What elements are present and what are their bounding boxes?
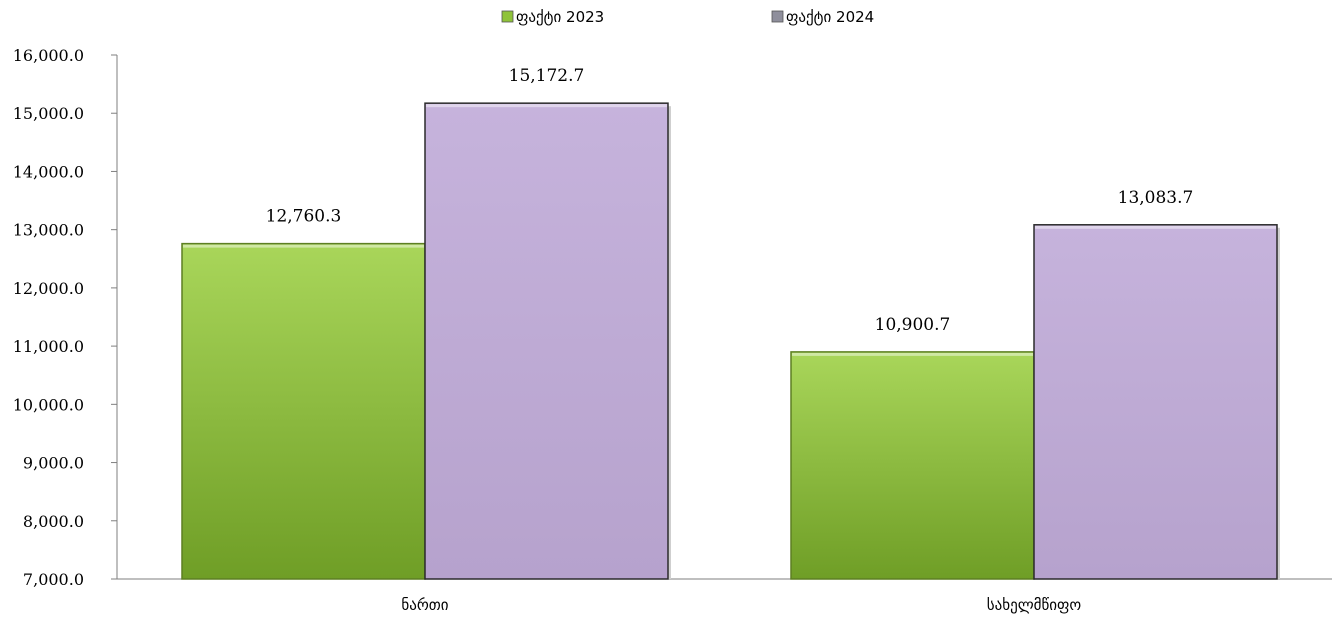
y-tick-label: 9,000.0 (23, 454, 84, 473)
data-label: 15,172.7 (509, 66, 585, 86)
category-label: ნართი (401, 596, 448, 614)
bar-2024-0 (424, 102, 669, 580)
bar-highlight (1035, 225, 1276, 229)
y-tick-label: 16,000.0 (13, 46, 84, 65)
bar-2024-1 (1033, 224, 1278, 580)
bar-highlight (792, 352, 1033, 356)
data-labels: 12,760.3 10,900.7 15,172.7 13,083.7 (266, 66, 1194, 335)
axes: 7,000.0 8,000.0 9,000.0 10,000.0 11,000.0 12,… (13, 46, 1332, 614)
category-label: სახელმწიფო (987, 596, 1082, 614)
y-tick-label: 15,000.0 (13, 104, 84, 123)
y-tick-label: 8,000.0 (23, 512, 84, 531)
y-tick-label: 7,000.0 (23, 570, 84, 589)
data-label: 13,083.7 (1118, 188, 1194, 208)
legend-label: ფაქტი 2023 (516, 8, 604, 26)
y-tick-label: 13,000.0 (13, 221, 84, 240)
legend: ფაქტი 2023 ფაქტი 2024 (501, 8, 874, 26)
y-tick-label: 14,000.0 (13, 162, 84, 181)
bars (181, 102, 1280, 580)
data-label: 10,900.7 (875, 315, 951, 335)
bar-2023-1 (790, 351, 1035, 580)
bar-highlight (183, 244, 424, 248)
y-tick-label: 11,000.0 (13, 337, 84, 356)
bar-2023-0 (181, 242, 426, 580)
y-tick-label: 10,000.0 (13, 395, 84, 414)
bar-highlight (426, 104, 667, 108)
legend-label: ფაქტი 2024 (786, 8, 874, 26)
data-label: 12,760.3 (266, 207, 342, 227)
y-tick-label: 12,000.0 (13, 279, 84, 298)
legend-swatch (501, 10, 514, 23)
legend-swatch (771, 10, 784, 23)
